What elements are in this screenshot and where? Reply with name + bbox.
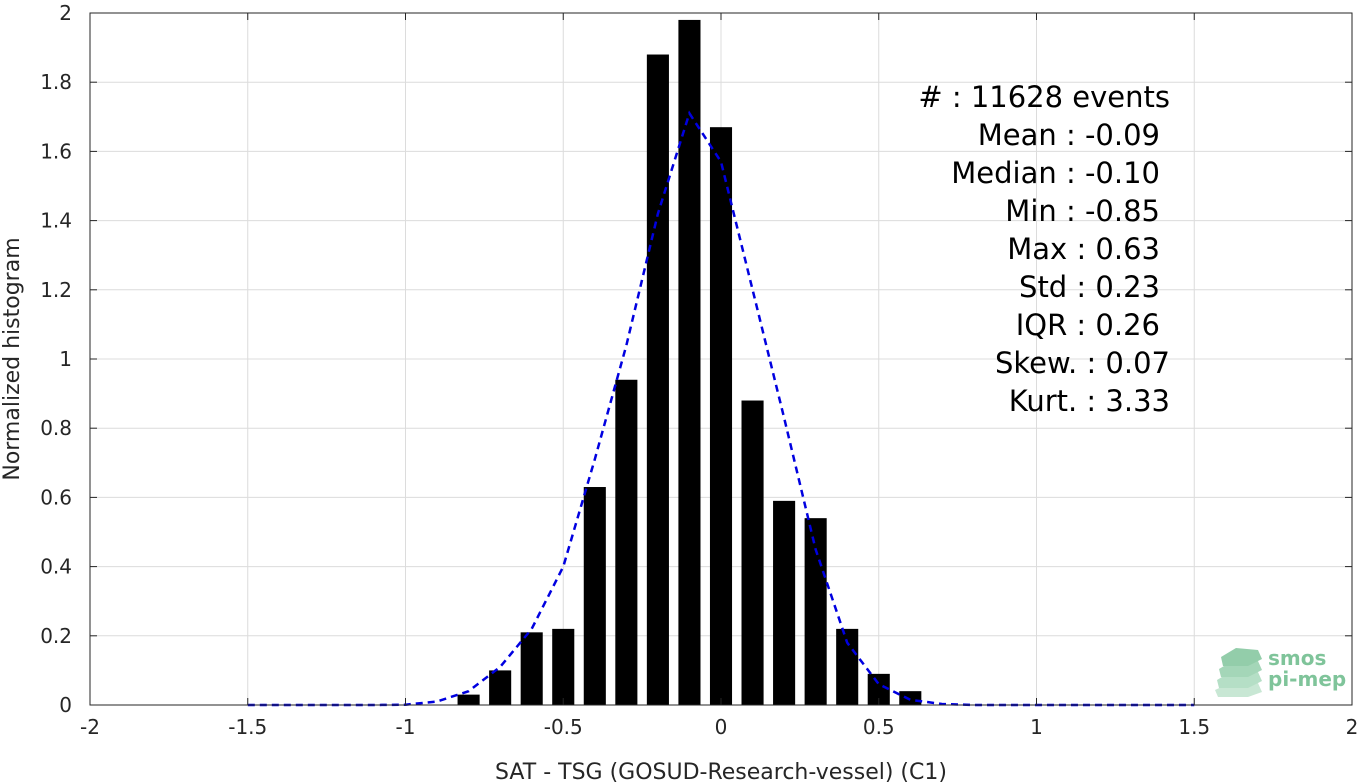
- layers-icon: [1215, 648, 1262, 697]
- stats-line: Std : 0.23: [1019, 270, 1160, 304]
- stats-line: Kurt. : 3.33: [1009, 384, 1170, 418]
- y-tick-label: 0.2: [40, 624, 72, 648]
- histogram-bar: [867, 673, 890, 705]
- histogram-bar: [709, 127, 733, 706]
- y-axis-title: Normalized histogram: [0, 237, 25, 480]
- y-tick-label: 0.4: [40, 555, 72, 579]
- y-tick-label: 1.4: [40, 209, 72, 233]
- histogram-bar: [646, 54, 669, 705]
- y-tick-label: 1: [59, 347, 72, 371]
- x-tick-labels: -2 -1.5 -1 -0.5 0 0.5 1 1.5 2: [80, 715, 1358, 739]
- x-tick-label: 0.5: [863, 715, 895, 739]
- smos-pi-mep-logo: smos pi-mep: [1215, 646, 1346, 697]
- stats-line: Mean : -0.09: [978, 118, 1160, 152]
- histogram-bar: [520, 632, 543, 705]
- y-tick-label: 1.6: [40, 139, 72, 163]
- x-tick-label: -1: [396, 715, 416, 739]
- stats-line: Skew. : 0.07: [995, 346, 1170, 380]
- stats-line: IQR : 0.26: [1016, 308, 1160, 342]
- x-tick-label: 0: [715, 715, 728, 739]
- stats-line: Min : -0.85: [1005, 194, 1160, 228]
- histogram-bar: [741, 400, 764, 705]
- histogram-bar: [457, 694, 480, 705]
- histogram-bar: [489, 670, 512, 705]
- statistics-annotation: # : 11628 events Mean : -0.09 Median : -0.…: [918, 80, 1170, 418]
- histogram-bar: [773, 500, 796, 705]
- stats-line: Max : 0.63: [1007, 232, 1160, 266]
- y-tick-label: 1.8: [40, 70, 72, 94]
- y-tick-label: 0.6: [40, 485, 72, 509]
- histogram-bar: [804, 518, 827, 705]
- x-tick-label: -1.5: [228, 715, 267, 739]
- y-tick-label: 0.8: [40, 416, 72, 440]
- histogram-bar: [836, 628, 859, 705]
- y-tick-label: 2: [59, 1, 72, 25]
- histogram-bar: [583, 487, 606, 705]
- histogram-bar: [899, 691, 922, 705]
- y-tick-label: 1.2: [40, 278, 72, 302]
- logo-line-smos: smos: [1268, 646, 1326, 670]
- histogram-bar: [615, 379, 638, 705]
- x-tick-label: 1: [1030, 715, 1043, 739]
- x-tick-label: 1.5: [1178, 715, 1210, 739]
- x-tick-label: -2: [80, 715, 100, 739]
- x-tick-label: -0.5: [544, 715, 583, 739]
- x-axis-title: SAT - TSG (GOSUD-Research-vessel) (C1): [495, 760, 947, 784]
- axis-ticks: [89, 12, 1353, 706]
- y-tick-label: 0: [59, 693, 72, 717]
- logo-line-pimep: pi-mep: [1268, 667, 1346, 691]
- x-tick-label: 2: [1346, 715, 1359, 739]
- y-tick-labels: 0 0.2 0.4 0.6 0.8 1 1.2 1.4 1.6 1.8 2: [40, 1, 72, 717]
- stats-line: # : 11628 events: [918, 80, 1170, 114]
- stats-line: Median : -0.10: [951, 156, 1160, 190]
- histogram-bar: [678, 19, 701, 706]
- histogram-bar: [552, 628, 575, 705]
